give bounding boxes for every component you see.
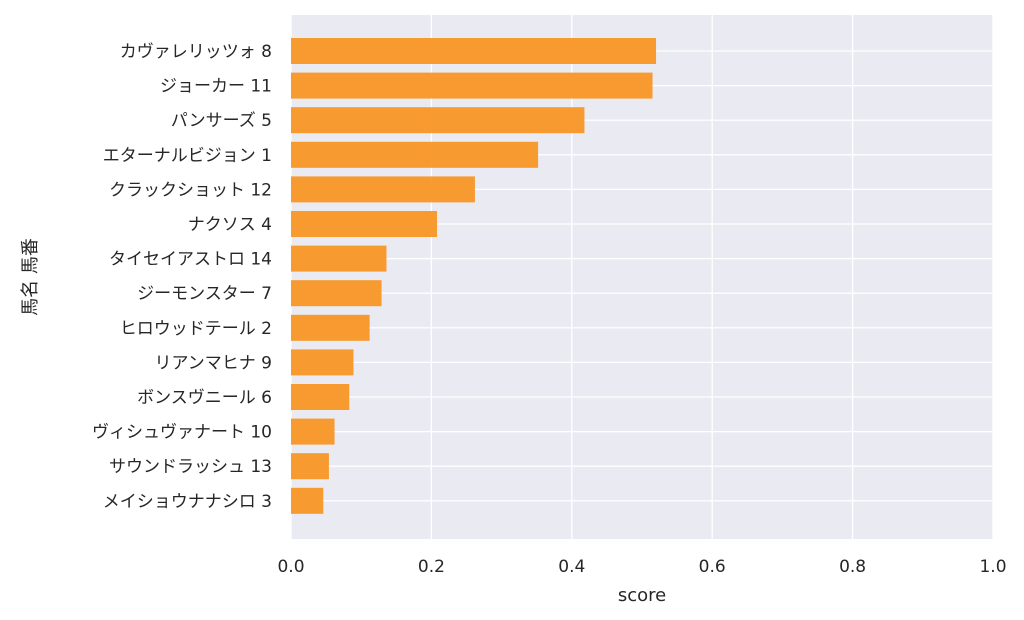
y-tick-label: クラックショット 12 <box>109 180 272 200</box>
bar <box>291 418 335 445</box>
y-tick-label: ジョーカー 11 <box>160 77 272 97</box>
y-tick-label: ジーモンスター 7 <box>137 284 272 304</box>
bar <box>291 211 438 237</box>
bar <box>291 280 382 307</box>
plot-background <box>291 15 993 539</box>
bars <box>291 38 657 514</box>
y-tick-label: カヴァレリッツォ 8 <box>120 42 272 62</box>
bar <box>291 453 329 480</box>
bar <box>291 72 653 99</box>
y-tick-label: ボンスヴニール 6 <box>137 388 272 408</box>
x-tick-label: 1.0 <box>979 557 1006 577</box>
x-tick-label: 0.4 <box>558 557 585 577</box>
bar <box>291 245 387 272</box>
bar <box>291 107 585 134</box>
y-tick-labels: カヴァレリッツォ 8 ジョーカー 11 パンサーズ 5 エターナルビジョン 1 クラック… <box>92 42 272 512</box>
y-tick-label: エターナルビジョン 1 <box>103 146 272 166</box>
bar <box>291 349 354 376</box>
bar <box>291 314 370 341</box>
y-tick-label: ヒロウッドテール 2 <box>120 319 272 339</box>
x-tick-label: 0.8 <box>839 557 866 577</box>
x-tick-label: 0.2 <box>418 557 445 577</box>
bar <box>291 141 539 168</box>
y-tick-label: ヴィシュヴァナート 10 <box>92 423 272 443</box>
x-tick-label: 0.0 <box>277 557 304 577</box>
y-tick-label: パンサーズ 5 <box>171 111 272 131</box>
bar <box>291 176 475 203</box>
y-tick-label: リアンマヒナ 9 <box>154 353 272 373</box>
y-tick-label: メイショウナナシロ 3 <box>103 492 272 512</box>
x-tick-labels: 0.0 0.2 0.4 0.6 0.8 1.0 <box>277 557 1006 577</box>
y-tick-label: ナクソス 4 <box>188 215 272 235</box>
x-tick-label: 0.6 <box>699 557 726 577</box>
bar <box>291 38 657 64</box>
y-axis-label: 馬名 馬番 <box>20 238 41 316</box>
bar <box>291 384 350 410</box>
y-tick-label: サウンドラッシュ 13 <box>109 457 272 477</box>
x-axis-label: score <box>618 585 666 606</box>
bar <box>291 487 324 514</box>
y-tick-label: タイセイアストロ 14 <box>109 250 272 270</box>
